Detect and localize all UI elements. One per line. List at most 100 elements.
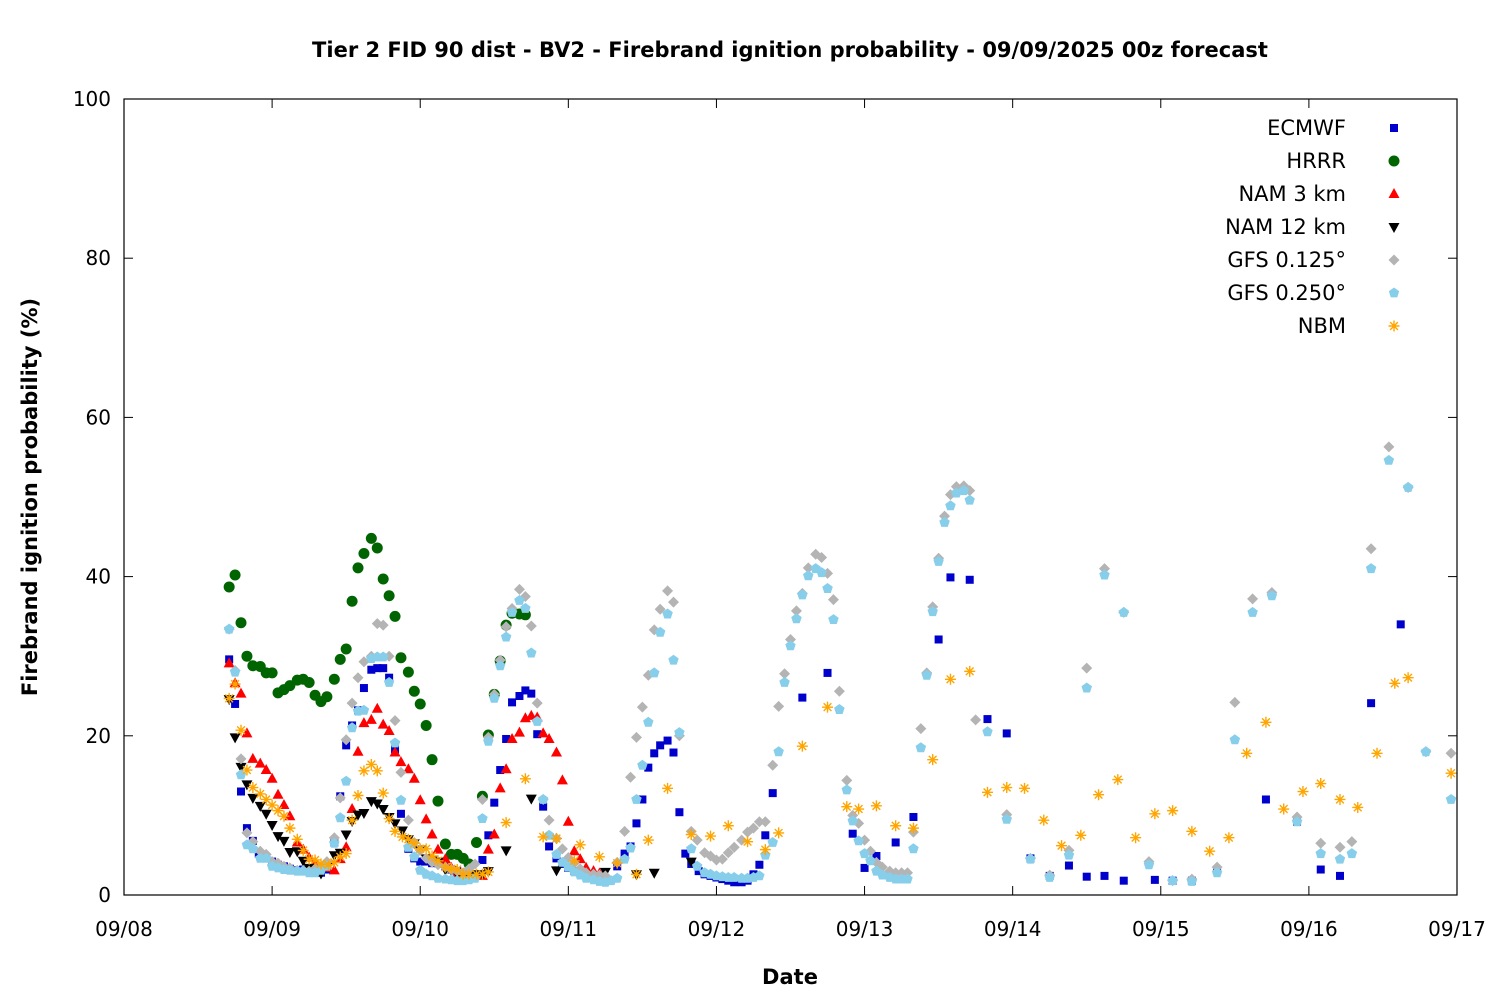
data-point — [506, 606, 518, 617]
data-point — [1099, 569, 1110, 580]
data-point — [266, 667, 278, 679]
data-point — [539, 802, 548, 811]
data-point — [1075, 829, 1087, 841]
data-point — [915, 742, 927, 753]
data-point — [964, 665, 976, 677]
data-point — [692, 860, 703, 871]
data-point — [420, 813, 432, 824]
data-point — [383, 813, 395, 825]
data-point — [334, 851, 346, 863]
data-point — [1260, 716, 1272, 728]
data-point — [432, 795, 444, 807]
data-point — [469, 858, 481, 870]
data-point — [241, 650, 253, 662]
data-point — [848, 829, 857, 838]
data-point — [1118, 606, 1129, 617]
data-point — [420, 719, 432, 731]
data-point — [359, 684, 368, 693]
legend-label: GFS 0.250° — [1227, 281, 1346, 305]
data-point — [550, 746, 562, 757]
data-point — [365, 758, 377, 770]
data-point — [791, 613, 802, 624]
x-tick-label: 09/10 — [391, 917, 449, 941]
data-point — [1044, 872, 1055, 882]
data-point — [365, 532, 377, 544]
data-point — [681, 849, 690, 858]
data-point — [426, 850, 438, 862]
data-point — [816, 551, 828, 563]
data-point — [532, 716, 543, 726]
data-point — [506, 732, 518, 743]
data-point — [1334, 853, 1346, 864]
data-point — [477, 813, 488, 823]
data-point — [346, 803, 358, 814]
series-hrrr — [223, 532, 531, 870]
data-point — [1100, 871, 1109, 880]
data-point — [643, 716, 654, 727]
data-point — [291, 833, 303, 845]
data-point — [834, 704, 845, 714]
data-point — [630, 731, 642, 743]
data-point — [642, 834, 654, 846]
data-point — [358, 548, 370, 560]
data-point — [329, 837, 340, 848]
data-point — [340, 775, 352, 786]
data-point — [1112, 774, 1124, 786]
data-point — [1149, 808, 1161, 820]
data-point — [451, 864, 463, 876]
data-point — [457, 868, 469, 880]
data-point — [1346, 836, 1358, 848]
data-point — [790, 605, 802, 617]
data-point — [389, 715, 401, 727]
data-point — [946, 573, 955, 582]
data-point — [254, 757, 266, 768]
legend-marker — [1388, 155, 1400, 167]
data-point — [1167, 875, 1178, 886]
data-point — [328, 856, 340, 868]
data-point — [543, 732, 555, 743]
data-point — [1365, 563, 1377, 574]
data-point — [662, 782, 674, 794]
data-point — [525, 794, 537, 805]
data-point — [371, 765, 383, 777]
data-point — [396, 809, 405, 818]
data-point — [632, 819, 641, 828]
data-point — [408, 685, 420, 697]
data-point — [241, 764, 253, 776]
data-point — [729, 872, 740, 882]
data-point — [383, 677, 395, 687]
data-point — [945, 500, 956, 511]
data-point — [476, 793, 488, 805]
legend-marker — [1388, 223, 1400, 233]
data-point — [934, 635, 943, 644]
data-point — [408, 837, 420, 849]
data-point — [402, 814, 414, 826]
data-point — [414, 698, 426, 710]
data-point — [426, 828, 438, 839]
data-point — [1186, 876, 1198, 886]
data-point — [785, 640, 796, 651]
data-point — [1119, 876, 1128, 885]
data-point — [303, 676, 315, 688]
data-point — [823, 668, 832, 677]
data-point — [1150, 875, 1159, 884]
data-point — [644, 763, 653, 772]
data-point — [767, 837, 778, 847]
data-point — [593, 851, 605, 863]
data-point — [371, 542, 383, 554]
data-point — [773, 746, 784, 757]
y-tick-label: 60 — [86, 405, 111, 429]
data-point — [471, 836, 483, 848]
data-point — [537, 831, 549, 843]
data-point — [722, 820, 734, 832]
legend-marker — [1388, 320, 1400, 332]
data-point — [944, 673, 956, 685]
data-point — [1093, 789, 1105, 801]
data-point — [747, 822, 759, 834]
data-point — [1315, 778, 1327, 790]
data-point — [235, 724, 247, 736]
data-point — [396, 831, 408, 843]
data-point — [1247, 593, 1259, 605]
data-point — [389, 610, 401, 622]
y-tick-label: 20 — [86, 724, 111, 748]
